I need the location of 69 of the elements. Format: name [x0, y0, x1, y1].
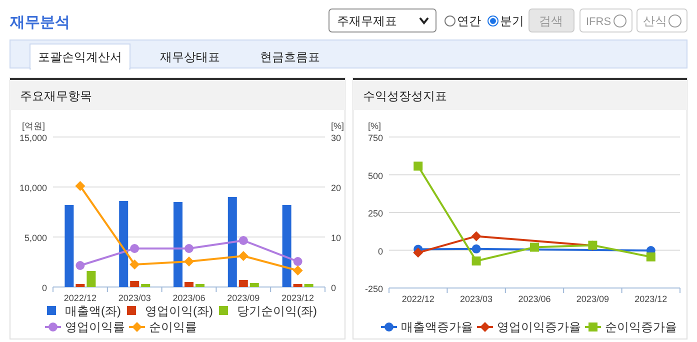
x-tick-label: 2022/12: [64, 293, 96, 303]
bar: [130, 281, 140, 287]
page-header: 재무분석 주재무제표 연간 분기 검색 IFRS 산식 포괄손익계산서 재무상태표 현금흐름표: [10, 8, 688, 70]
y-tick-label: 250: [368, 208, 383, 218]
y-axis-title: [억원]: [22, 121, 45, 131]
point: [184, 244, 194, 253]
point: [413, 248, 424, 258]
bar: [250, 283, 259, 287]
point: [472, 256, 481, 266]
point: [75, 181, 86, 191]
legend-label: 순이익률: [149, 320, 197, 334]
y2-tick-label: 20: [331, 183, 342, 193]
bar: [304, 284, 314, 287]
point: [184, 256, 194, 266]
bar: [86, 271, 96, 287]
point: [293, 257, 302, 266]
bar: [228, 197, 237, 287]
point: [414, 162, 423, 171]
y-tick-label: 5,000: [24, 233, 47, 243]
point: [471, 231, 482, 242]
y-tick-label: 0: [378, 246, 383, 256]
point: [130, 244, 140, 253]
bar: [141, 284, 150, 287]
y-tick-label: 10,000: [19, 183, 47, 193]
bar: [293, 284, 302, 287]
point: [530, 242, 539, 252]
y-tick-label: 15,000: [19, 133, 47, 143]
bar: [174, 202, 182, 287]
point: [472, 244, 481, 254]
y-tick-label: 750: [368, 133, 383, 143]
bar: [64, 205, 74, 287]
bar: [196, 284, 204, 287]
x-tick-label: 2023/09: [227, 293, 260, 303]
y2-tick-label: 0: [331, 283, 336, 293]
x-tick-label: 2023/12: [282, 293, 314, 303]
legend-label: 영업이익률: [65, 320, 125, 334]
x-tick-label: 2023/06: [518, 294, 551, 304]
bar: [76, 284, 85, 287]
x-tick-label: 2023/03: [460, 294, 493, 304]
chart-title: 주요재무항목: [20, 89, 92, 103]
y2-axis-title: [%]: [331, 121, 344, 131]
y-axis-title: [%]: [368, 121, 381, 131]
y-tick-label: -250: [364, 284, 383, 294]
point: [76, 261, 85, 270]
x-tick-label: 2023/09: [576, 294, 609, 304]
y2-tick-label: 10: [331, 233, 342, 243]
bar: [184, 282, 194, 287]
legend-label: 매출액증가율: [401, 320, 473, 334]
legend-label: 매출액(좌): [65, 304, 121, 318]
x-tick-label: 2023/12: [634, 294, 668, 304]
legend-label: 순이익증가율: [605, 320, 677, 334]
legend-label: 당기순이익(좌): [237, 304, 317, 318]
y-tick-label: 0: [42, 283, 47, 293]
chart-title: 수익성장성지표: [363, 89, 447, 103]
point: [130, 260, 140, 270]
legend-label: 영업이익(좌): [145, 304, 213, 318]
x-tick-label: 2023/03: [118, 293, 151, 303]
bar: [119, 201, 128, 287]
y2-tick-label: 30: [331, 133, 342, 143]
point: [238, 236, 248, 245]
bar: [282, 205, 292, 287]
legend-label: 영업이익증가율: [497, 320, 581, 334]
y-tick-label: 500: [368, 170, 383, 181]
point: [238, 251, 248, 261]
point: [292, 266, 303, 276]
x-tick-label: 2023/06: [172, 293, 206, 303]
bar: [238, 280, 248, 287]
x-tick-label: 2022/12: [402, 294, 434, 304]
point: [646, 252, 656, 262]
